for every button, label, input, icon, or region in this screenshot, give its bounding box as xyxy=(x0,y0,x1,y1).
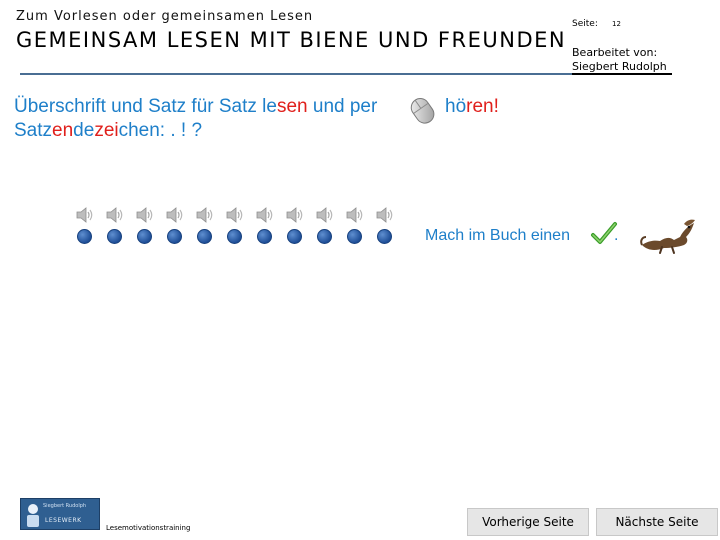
logo-top-text: Siegbert Rudolph xyxy=(43,503,87,509)
logo: Siegbert Rudolph LESEWERK xyxy=(20,498,100,530)
instruction-text: und per xyxy=(307,96,378,117)
page-number: 12 xyxy=(612,20,621,28)
play-dot-icon[interactable] xyxy=(167,229,182,244)
play-dot-icon[interactable] xyxy=(197,229,212,244)
play-dot-icon[interactable] xyxy=(107,229,122,244)
play-dot-icon[interactable] xyxy=(257,229,272,244)
speaker-icon[interactable] xyxy=(194,204,216,226)
instruction-line-1-end: hören! xyxy=(445,96,499,118)
instruction-syllable-blue: hö xyxy=(445,96,467,117)
mouse-icon xyxy=(410,98,435,124)
instruction-syllable-blue: chen: . ! ? xyxy=(118,120,203,141)
instruction-syllable-blue: Satz xyxy=(14,120,53,141)
next-page-button[interactable]: Nächste Seite xyxy=(596,508,718,536)
play-dot-icon[interactable] xyxy=(347,229,362,244)
previous-page-button[interactable]: Vorherige Seite xyxy=(467,508,589,536)
play-dot-icon[interactable] xyxy=(227,229,242,244)
speaker-icon[interactable] xyxy=(344,204,366,226)
play-dot-icon[interactable] xyxy=(317,229,332,244)
speaker-icon[interactable] xyxy=(134,204,156,226)
instruction-syllable-red: zei xyxy=(94,120,119,141)
speaker-icon[interactable] xyxy=(254,204,276,226)
logo-figure-icon xyxy=(27,504,39,527)
speaker-icon[interactable] xyxy=(224,204,246,226)
page-label: Seite: xyxy=(572,19,598,29)
editor-name: Siegbert Rudolph xyxy=(572,60,667,73)
book-instruction: Mach im Buch einen xyxy=(425,227,570,244)
title-underline xyxy=(20,73,572,75)
play-dot-icon[interactable] xyxy=(287,229,302,244)
meta-underline xyxy=(572,73,672,75)
footer-caption: Lesemotivationstraining xyxy=(106,524,191,532)
speaker-icon[interactable] xyxy=(104,204,126,226)
play-dot-icon[interactable] xyxy=(377,229,392,244)
play-dot-icon[interactable] xyxy=(137,229,152,244)
play-dot-icon[interactable] xyxy=(77,229,92,244)
speaker-icon[interactable] xyxy=(284,204,306,226)
speaker-icon[interactable] xyxy=(164,204,186,226)
pretitle: Zum Vorlesen oder gemeinsamen Lesen xyxy=(16,9,314,24)
instruction-line-1: Überschrift und Satz für Satz lesen und … xyxy=(14,96,377,118)
instruction-syllable-red: ren! xyxy=(466,96,499,117)
book-instruction-period: . xyxy=(614,227,619,244)
audio-speaker-row xyxy=(72,204,402,226)
editor-label: Bearbeitet von: xyxy=(572,46,658,59)
speaker-icon[interactable] xyxy=(314,204,336,226)
instruction-syllable-blue: de xyxy=(73,120,95,141)
instruction-line-2: Satzendezeichen: . ! ? xyxy=(14,120,202,142)
audio-dot-row xyxy=(72,229,402,245)
instruction-text: Überschrift und Satz für Satz le xyxy=(14,96,277,117)
logo-bottom-text: LESEWERK xyxy=(45,517,82,524)
page-title: GEMEINSAM LESEN MIT BIENE UND FREUNDEN xyxy=(16,28,567,52)
instruction-syllable-red: sen xyxy=(276,96,308,117)
speaker-icon[interactable] xyxy=(374,204,396,226)
instruction-syllable-red: en xyxy=(52,120,74,141)
speaker-icon[interactable] xyxy=(74,204,96,226)
checkmark-icon xyxy=(591,222,617,244)
squirrel-image xyxy=(640,219,695,254)
